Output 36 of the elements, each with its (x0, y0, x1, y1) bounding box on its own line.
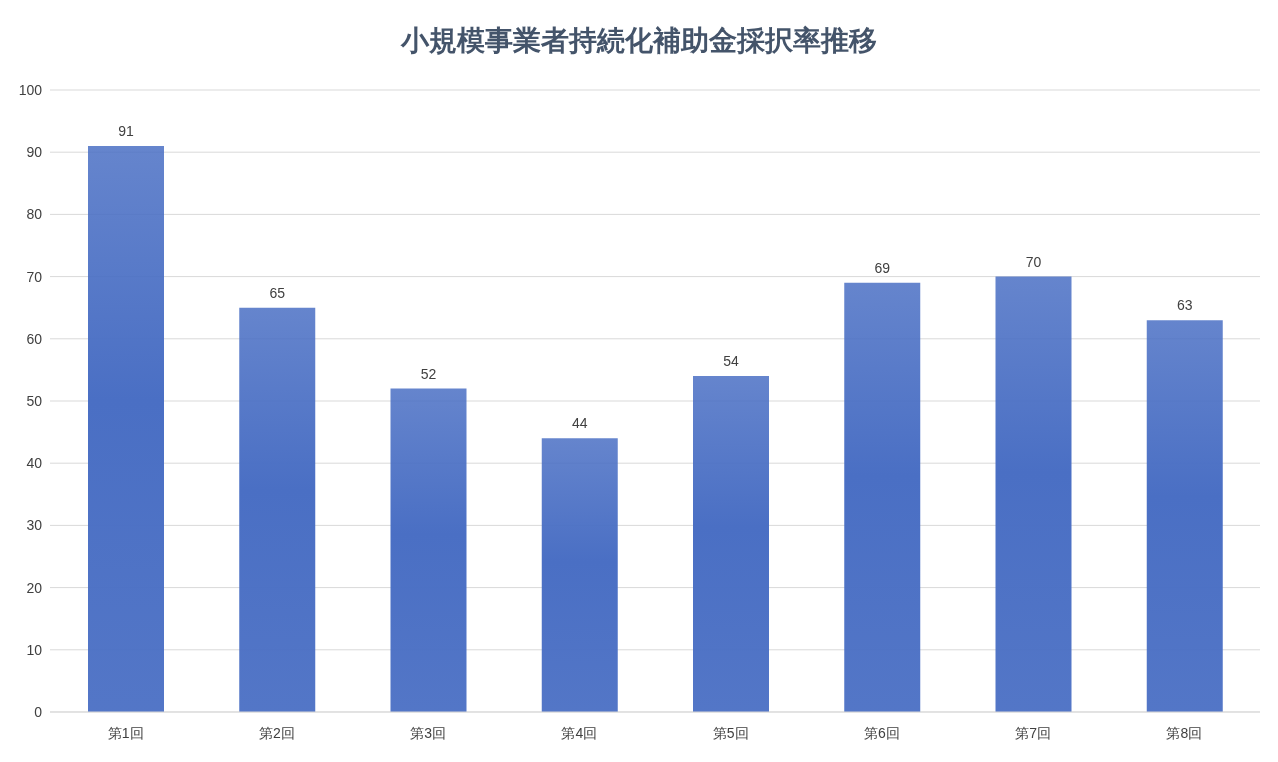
x-tick-label: 第1回 (107, 724, 144, 741)
bar (88, 145, 164, 712)
x-tick-label: 第5回 (712, 724, 749, 741)
bar (1146, 320, 1223, 712)
y-tick-label: 90 (26, 144, 43, 161)
bar (239, 307, 316, 712)
bar (390, 388, 467, 712)
data-label: 65 (269, 284, 286, 301)
x-tick-label: 第2回 (258, 724, 295, 741)
data-label: 54 (723, 353, 739, 370)
x-tick-label: 第3回 (410, 724, 447, 741)
y-tick-label: 50 (26, 392, 43, 409)
data-label: 70 (1025, 253, 1042, 270)
y-tick-label: 100 (18, 81, 43, 98)
bar (693, 376, 769, 712)
y-tick-label: 10 (26, 641, 43, 658)
data-label: 52 (420, 365, 437, 382)
data-label: 44 (571, 415, 588, 432)
x-tick-label: 第8回 (1166, 724, 1203, 741)
bar (541, 438, 618, 712)
bar (995, 276, 1072, 712)
y-tick-label: 30 (26, 517, 43, 534)
y-tick-label: 20 (26, 579, 43, 596)
x-tick-label: 第6回 (863, 724, 900, 741)
bar (844, 282, 921, 712)
data-label: 91 (118, 122, 134, 139)
data-label: 69 (874, 259, 891, 276)
y-tick-label: 0 (34, 703, 43, 720)
data-label: 63 (1176, 297, 1193, 314)
y-tick-label: 80 (26, 206, 43, 223)
y-tick-label: 70 (26, 268, 43, 285)
x-tick-label: 第4回 (561, 724, 598, 741)
chart-title: 小規模事業者持続化補助金採択率推移 (399, 24, 878, 58)
x-tick-label: 第7回 (1015, 724, 1052, 741)
y-tick-label: 40 (26, 455, 43, 472)
y-tick-label: 60 (26, 330, 43, 347)
